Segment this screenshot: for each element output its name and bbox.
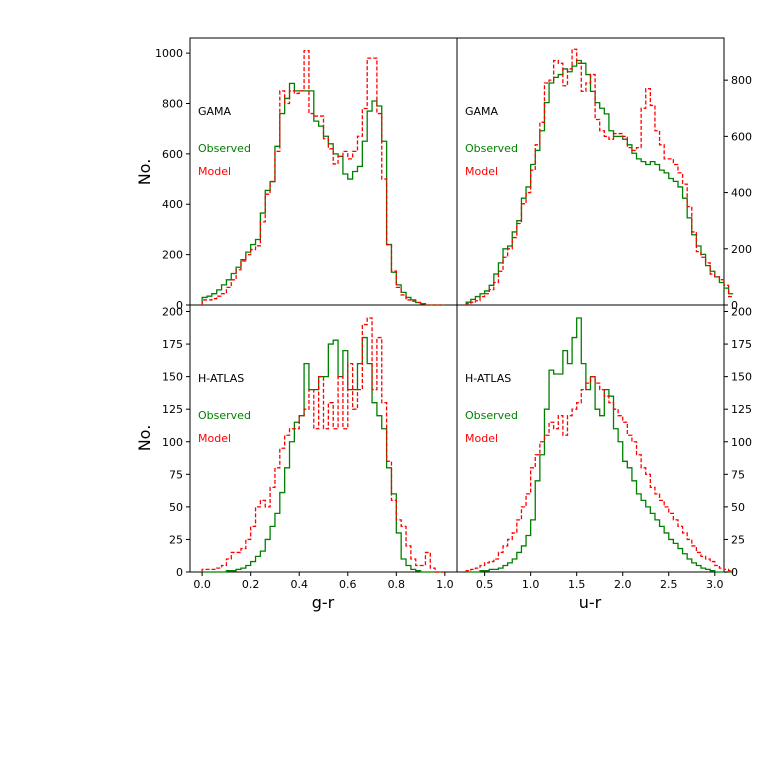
y-tick-label-bottom-left: 50 <box>169 501 183 514</box>
annotation-hatlas-bottom-right: H-ATLAS <box>465 372 511 385</box>
series-observed-bottom-right <box>466 317 734 573</box>
annotation-gama-top-left: GAMA <box>198 105 232 118</box>
series-model-bottom-left <box>201 317 445 573</box>
y-tick-label-bottom-right: 0 <box>731 566 738 579</box>
series-observed-top-right <box>465 59 734 305</box>
y-tick-label-top-left: 0 <box>176 299 183 312</box>
y-tick-label-bottom-right: 200 <box>731 306 752 319</box>
y-tick-label-top-right: 0 <box>731 299 738 312</box>
x-tick-label-bottom-left: 0.2 <box>242 578 260 591</box>
legend-model-bottom-left: Model <box>198 432 231 445</box>
y-tick-label-top-left: 600 <box>162 148 183 161</box>
y-tick-label-bottom-left: 150 <box>162 371 183 384</box>
x-axis-label-left: g-r <box>312 593 335 612</box>
y-tick-label-top-right: 400 <box>731 187 752 200</box>
y-tick-label-bottom-right: 75 <box>731 468 745 481</box>
series-observed-bottom-left <box>202 336 445 573</box>
y-axis-label-top: No. <box>135 159 154 186</box>
legend-observed-bottom-right: Observed <box>465 409 518 422</box>
legend-model-top-left: Model <box>198 165 231 178</box>
x-tick-label-bottom-right: 1.5 <box>568 578 586 591</box>
y-tick-label-bottom-right: 100 <box>731 436 752 449</box>
x-tick-label-bottom-left: 0.8 <box>388 578 406 591</box>
y-tick-label-bottom-left: 0 <box>176 566 183 579</box>
annotation-hatlas-bottom-left: H-ATLAS <box>198 372 244 385</box>
legend-model-top-right: Model <box>465 165 498 178</box>
x-tick-label-bottom-right: 2.0 <box>614 578 632 591</box>
y-tick-label-bottom-left: 100 <box>162 436 183 449</box>
y-axis-label-bottom: No. <box>135 425 154 452</box>
y-tick-label-bottom-left: 175 <box>162 338 183 351</box>
y-tick-label-bottom-left: 25 <box>169 533 183 546</box>
x-tick-label-bottom-right: 2.5 <box>660 578 678 591</box>
axis-ticks: 0200400600800100002004006008000255075100… <box>155 47 752 591</box>
legend-observed-bottom-left: Observed <box>198 409 251 422</box>
x-tick-label-bottom-right: 3.0 <box>706 578 724 591</box>
x-tick-label-bottom-right: 0.5 <box>476 578 494 591</box>
y-tick-label-bottom-right: 50 <box>731 501 745 514</box>
x-tick-label-bottom-right: 1.0 <box>522 578 540 591</box>
y-tick-label-top-right: 200 <box>731 243 752 256</box>
y-tick-label-bottom-right: 125 <box>731 403 752 416</box>
y-tick-label-bottom-right: 25 <box>731 533 745 546</box>
x-tick-label-bottom-left: 0.0 <box>193 578 211 591</box>
x-tick-label-bottom-left: 0.6 <box>339 578 357 591</box>
y-tick-label-bottom-left: 75 <box>169 468 183 481</box>
histogram-marks <box>201 48 734 573</box>
y-tick-label-top-left: 1000 <box>155 47 183 60</box>
y-tick-label-bottom-left: 125 <box>162 403 183 416</box>
y-tick-label-top-left: 200 <box>162 249 183 262</box>
series-model-top-right <box>465 48 734 305</box>
x-tick-label-bottom-left: 1.0 <box>436 578 454 591</box>
x-axis-label-right: u-r <box>579 593 602 612</box>
y-tick-label-top-left: 400 <box>162 198 183 211</box>
y-tick-label-bottom-right: 175 <box>731 338 752 351</box>
legend-model-bottom-right: Model <box>465 432 498 445</box>
series-model-top-left <box>201 49 445 306</box>
y-tick-label-top-left: 800 <box>162 97 183 110</box>
y-tick-label-top-right: 800 <box>731 74 752 87</box>
legend-observed-top-left: Observed <box>198 142 251 155</box>
x-tick-label-bottom-left: 0.4 <box>290 578 308 591</box>
legend-observed-top-right: Observed <box>465 142 518 155</box>
y-tick-label-bottom-left: 200 <box>162 306 183 319</box>
annotation-gama-top-right: GAMA <box>465 105 499 118</box>
series-model-bottom-right <box>465 375 734 572</box>
y-tick-label-top-right: 600 <box>731 130 752 143</box>
y-tick-label-bottom-right: 150 <box>731 371 752 384</box>
panel-frame-bottom-right <box>456 304 725 573</box>
